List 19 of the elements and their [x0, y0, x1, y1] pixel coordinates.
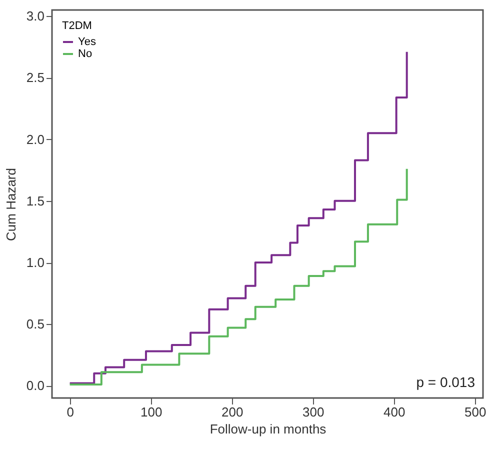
y-tick-label: 0.5 [26, 316, 44, 332]
legend-title: T2DM [62, 20, 92, 32]
y-tick-label: 0.0 [26, 378, 44, 394]
legend-label: Yes [78, 36, 96, 48]
y-tick-label: 2.0 [26, 132, 44, 147]
legend-label: No [78, 48, 92, 60]
y-tick-label: 3.0 [26, 8, 44, 24]
x-tick-label: 400 [384, 404, 406, 420]
x-tick-label: 100 [140, 404, 162, 420]
x-tick-label: 300 [302, 404, 324, 420]
x-tick-label: 0 [66, 404, 74, 420]
y-axis-title: Cum Hazard [3, 168, 18, 241]
x-tick-label: 500 [464, 404, 486, 420]
y-tick-label: 1.5 [26, 193, 44, 208]
x-tick-label: 200 [222, 404, 244, 420]
y-tick-label: 1.0 [26, 255, 44, 270]
y-tick-label: 2.5 [26, 70, 44, 86]
annotation: p = 0.013 [416, 374, 476, 390]
x-axis-title: Follow-up in months [210, 422, 327, 436]
